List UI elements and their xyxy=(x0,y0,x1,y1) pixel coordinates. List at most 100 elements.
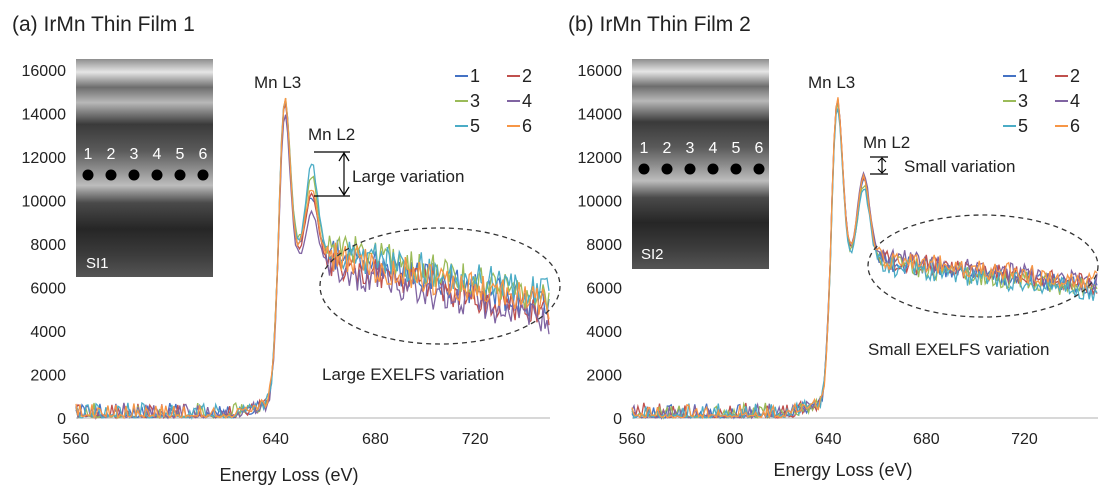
exelfs-label: Small EXELFS variation xyxy=(868,340,1049,359)
legend-label: 1 xyxy=(470,66,480,86)
x-tick-label: 560 xyxy=(619,431,646,448)
inset-label: SI2 xyxy=(641,246,664,263)
x-tick-label: 640 xyxy=(262,431,289,448)
chart-title: (a) IrMn Thin Film 1 xyxy=(12,13,195,36)
x-tick-label: 560 xyxy=(63,431,90,448)
inset-point-label: 5 xyxy=(176,146,185,163)
legend-label: 6 xyxy=(1070,116,1080,136)
inset-point xyxy=(661,163,673,175)
y-tick-label: 16000 xyxy=(578,63,623,80)
inset-point-label: 1 xyxy=(640,140,649,157)
inset-point xyxy=(730,163,742,175)
y-tick-label: 14000 xyxy=(22,107,67,124)
y-tick-label: 6000 xyxy=(586,281,622,298)
peak-l3-label: Mn L3 xyxy=(808,73,855,92)
exelfs-label: Large EXELFS variation xyxy=(322,365,504,384)
y-tick-label: 8000 xyxy=(586,237,622,254)
x-axis-label: Energy Loss (eV) xyxy=(773,460,912,480)
inset-point xyxy=(684,163,696,175)
inset-point-label: 6 xyxy=(199,146,208,163)
inset-point-label: 2 xyxy=(663,140,672,157)
y-tick-label: 16000 xyxy=(22,63,67,80)
legend: 1 2 3 4 5 6 xyxy=(455,66,532,136)
y-tick-label: 0 xyxy=(57,411,66,428)
legend-label: 3 xyxy=(470,91,480,111)
x-tick-label: 680 xyxy=(913,431,940,448)
inset-label: SI1 xyxy=(86,255,109,272)
peak-l2-label: Mn L2 xyxy=(308,125,355,144)
legend-label: 2 xyxy=(1070,66,1080,86)
series-line-4 xyxy=(631,99,1098,421)
variation-bracket xyxy=(314,151,350,197)
inset-point xyxy=(82,169,94,181)
inset-point-label: 4 xyxy=(709,140,718,157)
y-tick-label: 8000 xyxy=(30,237,66,254)
chart-panel-a: (a) IrMn Thin Film 1 0200040006000800010… xyxy=(12,13,561,485)
y-tick-label: 10000 xyxy=(22,194,67,211)
y-tick-label: 2000 xyxy=(30,368,66,385)
y-tick-label: 0 xyxy=(613,411,622,428)
legend-label: 4 xyxy=(522,91,532,111)
inset-point-label: 4 xyxy=(153,146,162,163)
peak-l3-label: Mn L3 xyxy=(254,73,301,92)
y-tick-label: 14000 xyxy=(578,107,623,124)
inset-point-label: 3 xyxy=(130,146,139,163)
y-tick-label: 10000 xyxy=(578,194,623,211)
inset-micrograph xyxy=(76,59,213,277)
variation-bracket xyxy=(870,156,888,175)
x-tick-label: 680 xyxy=(362,431,389,448)
inset-point xyxy=(638,163,650,175)
inset-point xyxy=(128,169,140,181)
x-axis-label: Energy Loss (eV) xyxy=(219,465,358,485)
inset-point xyxy=(105,169,117,181)
series-line-5 xyxy=(75,100,550,421)
x-tick-label: 600 xyxy=(717,431,744,448)
legend-label: 3 xyxy=(1018,91,1028,111)
legend-label: 5 xyxy=(470,116,480,136)
inset-point xyxy=(174,169,186,181)
inset-point xyxy=(707,163,719,175)
inset-point xyxy=(197,169,209,181)
plot-area xyxy=(631,97,1098,421)
series-line-6 xyxy=(75,97,550,420)
inset-point-label: 5 xyxy=(732,140,741,157)
inset-point-label: 3 xyxy=(686,140,695,157)
exelfs-ellipse xyxy=(319,227,561,345)
legend-label: 2 xyxy=(522,66,532,86)
y-tick-label: 12000 xyxy=(22,150,67,167)
y-axis-ticks: 0 2000 4000 6000 8000 10000 12000 14000 16000 xyxy=(578,63,623,428)
inset-point xyxy=(753,163,765,175)
inset-point-label: 6 xyxy=(755,140,764,157)
legend-label: 1 xyxy=(1018,66,1028,86)
plot-area xyxy=(75,97,550,421)
x-tick-label: 720 xyxy=(462,431,489,448)
inset-point-label: 1 xyxy=(84,146,93,163)
series-line-6 xyxy=(631,97,1098,420)
y-tick-label: 12000 xyxy=(578,150,623,167)
variation-label: Small variation xyxy=(904,157,1016,176)
legend-label: 4 xyxy=(1070,91,1080,111)
legend-label: 5 xyxy=(1018,116,1028,136)
x-axis-ticks: 560 600 640 680 720 xyxy=(63,431,489,448)
inset-micrograph xyxy=(632,59,769,269)
variation-label: Large variation xyxy=(352,167,464,186)
inset-point xyxy=(151,169,163,181)
legend: 1 2 3 4 5 6 xyxy=(1003,66,1080,136)
x-tick-label: 720 xyxy=(1011,431,1038,448)
legend-label: 6 xyxy=(522,116,532,136)
y-tick-label: 6000 xyxy=(30,281,66,298)
chart-panel-b: (b) IrMn Thin Film 2 0200040006000800010… xyxy=(568,13,1099,480)
inset-point-label: 2 xyxy=(107,146,116,163)
chart-title: (b) IrMn Thin Film 2 xyxy=(568,13,751,36)
x-tick-label: 640 xyxy=(815,431,842,448)
peak-l2-label: Mn L2 xyxy=(863,133,910,152)
x-tick-label: 600 xyxy=(162,431,189,448)
y-tick-label: 4000 xyxy=(586,324,622,341)
y-tick-label: 4000 xyxy=(30,324,66,341)
y-axis-ticks: 0 2000 4000 6000 8000 10000 12000 14000 16000 xyxy=(22,63,67,428)
